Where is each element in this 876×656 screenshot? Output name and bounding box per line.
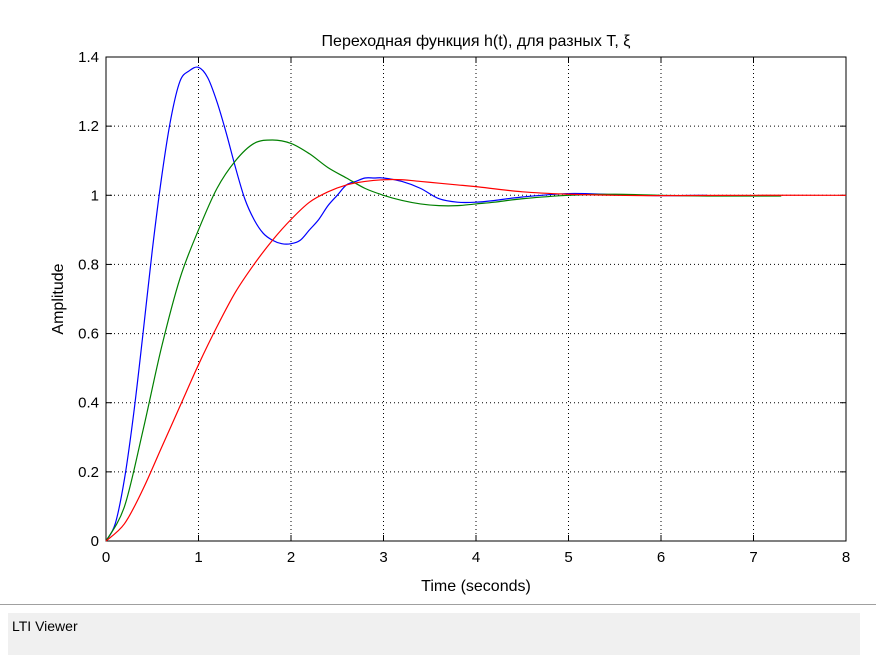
ticks: 0 1 2 3 4 5 6 7 8 0 0.2 0.4 0.6 0.8 1 1.2 1.4 (78, 49, 850, 566)
x-tick-label: 3 (379, 549, 387, 566)
chart-title: Переходная функция h(t), для разных T, ξ (322, 33, 631, 50)
series-line-3 (105, 178, 847, 542)
series-line-1 (105, 66, 708, 542)
y-tick-label: 0.2 (78, 464, 99, 481)
x-tick-label: 5 (564, 549, 572, 566)
y-tick-label: 0.4 (78, 395, 99, 412)
y-tick-label: 1 (91, 187, 99, 204)
y-tick-label: 1.4 (78, 49, 99, 66)
x-tick-label: 6 (657, 549, 665, 566)
x-tick-label: 4 (472, 549, 480, 566)
status-text: LTI Viewer (12, 618, 78, 634)
y-tick-label: 0.8 (78, 256, 99, 273)
x-tick-label: 0 (102, 549, 110, 566)
x-tick-label: 7 (749, 549, 757, 566)
status-separator (0, 604, 876, 605)
y-tick-label: 1.2 (78, 118, 99, 135)
series (105, 66, 847, 542)
grid (106, 57, 846, 541)
x-tick-label: 8 (842, 549, 850, 566)
x-tick-label: 2 (287, 549, 295, 566)
y-tick-label: 0 (91, 533, 99, 550)
y-axis-label: Amplitude (50, 263, 67, 334)
plot-area: 0 1 2 3 4 5 6 7 8 0 0.2 0.4 0.6 0.8 1 1.2 1.4 Переходная… (50, 33, 850, 595)
status-bar: LTI Viewer (8, 613, 860, 655)
x-axis-label: Time (seconds) (421, 578, 531, 595)
x-tick-label: 1 (194, 549, 202, 566)
y-tick-label: 0.6 (78, 326, 99, 343)
plot-svg: 0 1 2 3 4 5 6 7 8 0 0.2 0.4 0.6 0.8 1 1.2 1.4 Переходная… (50, 33, 850, 595)
